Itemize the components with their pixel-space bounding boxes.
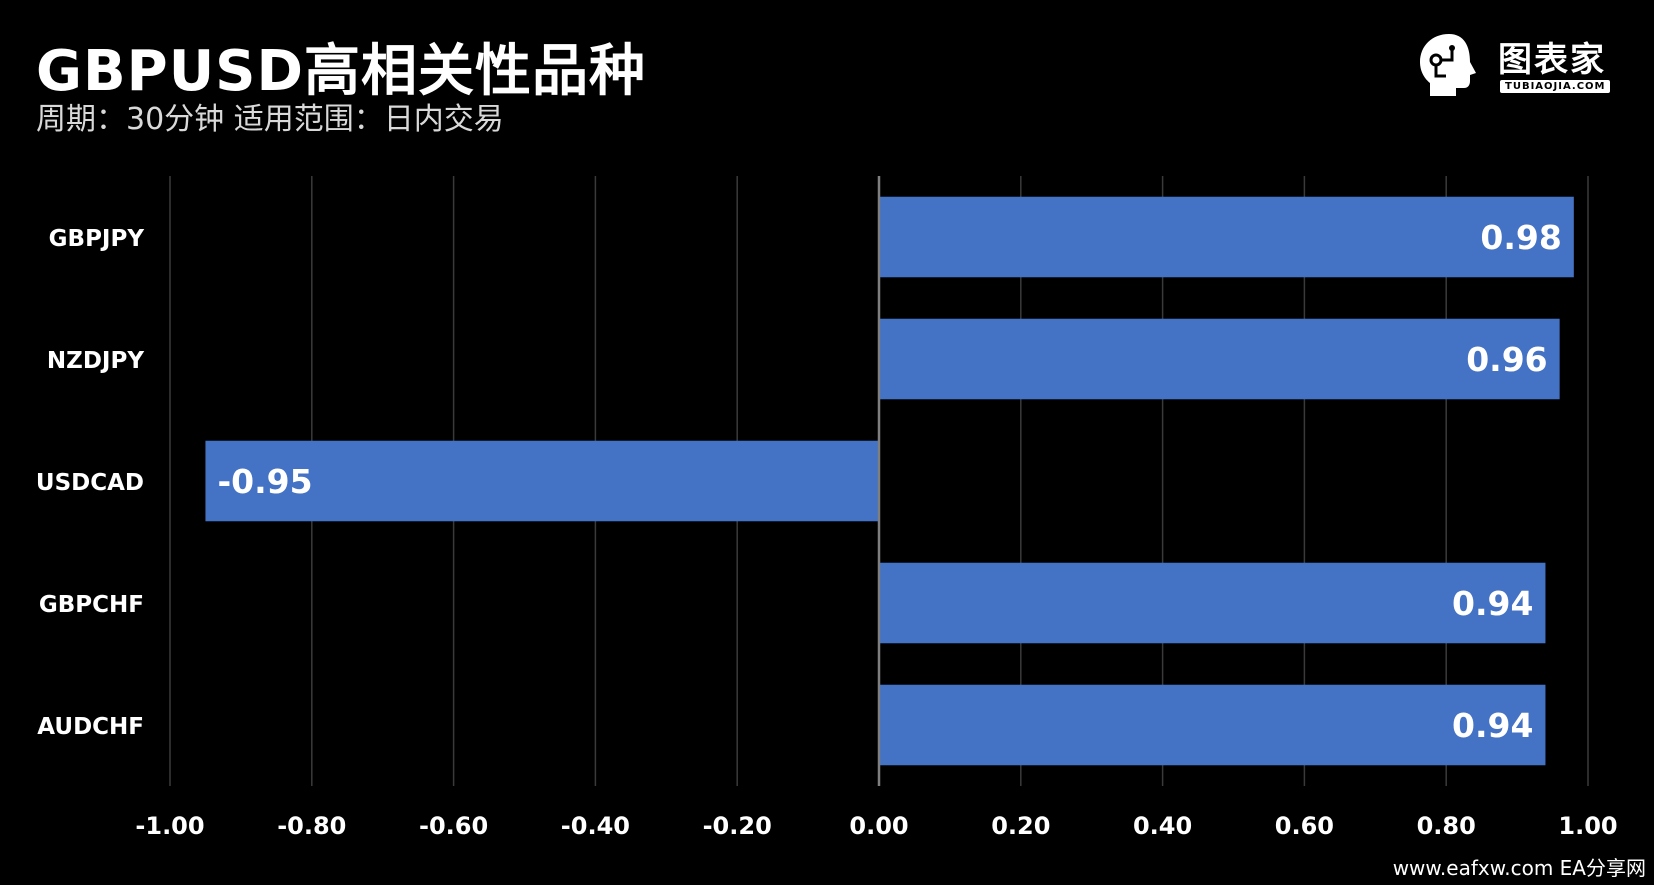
bar — [879, 318, 1560, 400]
data-label: 0.94 — [1452, 584, 1533, 623]
data-label: 0.96 — [1466, 340, 1547, 379]
x-tick-label: -0.40 — [561, 812, 630, 840]
bar — [879, 562, 1546, 644]
x-tick-label: 0.60 — [1275, 812, 1334, 840]
x-tick-label: 0.20 — [991, 812, 1050, 840]
category-label: GBPJPY — [49, 226, 145, 252]
x-tick-label: 0.80 — [1417, 812, 1476, 840]
category-label: GBPCHF — [39, 592, 144, 618]
x-tick-label: -0.60 — [419, 812, 488, 840]
category-label: USDCAD — [36, 470, 144, 496]
category-label: NZDJPY — [47, 348, 144, 374]
category-label: AUDCHF — [37, 714, 144, 740]
x-tick-label: 1.00 — [1558, 812, 1617, 840]
page-subtitle: 周期：30分钟 适用范围：日内交易 — [36, 102, 504, 137]
logo-subtext: TUBIAOJIA.COM — [1500, 80, 1611, 93]
x-tick-label: -1.00 — [135, 812, 204, 840]
data-label: -0.95 — [217, 462, 312, 501]
bar — [879, 684, 1546, 766]
labels: -1.00 -0.80 -0.60 -0.40 -0.20 0.00 0.20 0.40 0.6… — [36, 218, 1618, 840]
bars — [205, 196, 1574, 766]
page-title: GBPUSD高相关性品种 — [36, 39, 646, 104]
head-logo-icon — [1420, 34, 1476, 96]
data-label: 0.98 — [1480, 218, 1561, 257]
logo-text: 图表家 — [1498, 40, 1606, 80]
data-label: 0.94 — [1452, 706, 1533, 745]
bar — [879, 196, 1574, 278]
x-tick-label: -0.20 — [703, 812, 772, 840]
brand-logo: 图表家 TUBIAOJIA.COM — [1416, 30, 1616, 102]
x-tick-label: 0.40 — [1133, 812, 1192, 840]
bar — [205, 440, 879, 522]
footer-watermark: www.eafxw.com EA分享网 — [1392, 856, 1646, 880]
x-tick-label: -0.80 — [277, 812, 346, 840]
x-tick-label: 0.00 — [849, 812, 908, 840]
